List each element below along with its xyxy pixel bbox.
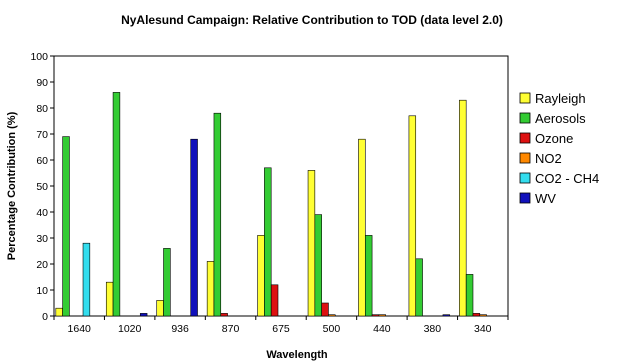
bar-rayleigh [358,138,366,317]
bar-wv [190,138,198,317]
x-axis-label: Wavelength [266,349,328,361]
bar-rayleigh [307,170,316,317]
bar-aerosols [62,136,70,317]
bar-aerosols [364,235,373,317]
x-tick-label: 1640 [68,323,92,335]
bar-rayleigh [156,300,164,317]
bar-aerosols [415,258,423,317]
plot-frame [53,55,509,317]
legend-entry: NO2 [535,151,562,166]
y-tick-label: 30 [36,233,48,245]
x-tick-label: 1020 [118,323,142,335]
bar-aerosols [465,274,474,317]
legend-swatch [519,92,531,104]
bar-no2 [378,314,386,317]
y-tick-label: 70 [36,129,48,141]
x-tick-label: 380 [424,323,442,335]
bar-co2-ch4 [82,242,91,317]
legend-entry: Rayleigh [535,91,586,106]
x-tick-label: 500 [323,323,341,335]
y-tick-label: 10 [36,285,48,297]
y-tick-label: 0 [42,311,48,323]
bar-wv [139,313,148,317]
bar-aerosols [163,248,171,317]
legend-swatch [519,172,531,184]
y-tick-label: 20 [36,259,48,271]
legend-swatch [519,152,531,164]
bar-rayleigh [206,261,215,317]
bar-ozone [220,313,228,317]
bar-wv [442,314,451,317]
legend: Rayleigh Aerosols Ozone NO2 CO2 - CH4 WV [519,91,599,206]
legend-swatch [519,132,531,144]
legend-swatch [519,192,531,204]
legend-entry: CO2 - CH4 [535,171,599,186]
x-tick-label: 675 [272,323,290,335]
y-tick-label: 80 [36,103,48,115]
bar-rayleigh [257,235,265,317]
y-tick-label: 50 [36,181,48,193]
bar-aerosols [213,112,222,317]
bar-ozone [472,313,481,317]
bar-aerosols [112,92,121,317]
y-tick-label: 40 [36,207,48,219]
x-tick-label: 936 [171,323,189,335]
legend-swatch [519,112,531,124]
x-tick-label: 340 [474,323,492,335]
y-axis-label: Percentage Contribution (%) [6,111,18,260]
bar-no2 [479,314,487,317]
bar-rayleigh [55,307,63,317]
y-tick-label: 60 [36,155,48,167]
y-tick-label: 90 [36,77,48,89]
legend-entry: Aerosols [535,111,586,126]
bar-no2 [328,314,336,317]
bar-rayleigh [459,99,467,317]
x-tick-label: 440 [373,323,391,335]
legend-entry: Ozone [535,131,573,146]
legend-entry: WV [535,191,556,206]
bar-ozone [321,302,329,317]
bar-ozone [270,284,279,317]
bar-rayleigh [105,281,114,317]
bar-ozone [371,314,380,317]
x-tick-label: 870 [222,323,240,335]
bar-aerosols [314,214,322,317]
chart-title: NyAlesund Campaign: Relative Contributio… [121,13,503,27]
y-tick-label: 100 [30,51,48,63]
bar-aerosols [264,167,272,317]
bar-rayleigh [408,115,417,317]
